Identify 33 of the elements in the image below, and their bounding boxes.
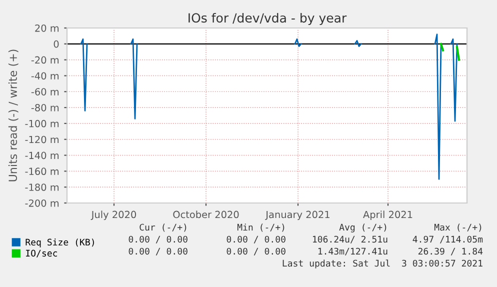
chart-title: IOs for /dev/vda - by year (188, 12, 347, 26)
y-tick-label: -60 m (31, 88, 59, 96)
text: 26.39 / 1.84 (418, 248, 483, 256)
y-tick-label: -180 m (25, 184, 59, 191)
text: 1.43m/127.41u (318, 248, 388, 256)
y-tick-label: -120 m (25, 136, 59, 144)
y-tick-label: -140 m (25, 152, 59, 160)
x-tick-label: January 2021 (265, 210, 330, 220)
text: 0.00 / 0.00 (128, 236, 188, 244)
text: Last update: Sat Jul 3 03:00:57 2021 (282, 260, 482, 268)
text: Avg (-/+) (339, 224, 386, 232)
text: 0.00 / 0.00 (226, 248, 286, 256)
text: Min (-/+) (237, 224, 284, 232)
y-tick-label: 20 m (35, 24, 59, 32)
y-tick-label: -200 m (25, 199, 59, 207)
text: 106.24u/ 2.51u (312, 236, 388, 244)
y-tick-label: -20 m (31, 56, 59, 64)
text: 4.97 /114.05m (412, 236, 483, 244)
text: 0.00 / 0.00 (226, 236, 286, 244)
y-axis-title: Units read (-) / write (+) (8, 50, 18, 182)
legend-label: IO/sec (26, 250, 58, 258)
y-tick-label: -160 m (25, 168, 59, 176)
x-tick-label: April 2021 (363, 210, 412, 220)
text: Max (-/+) (434, 224, 482, 232)
legend-label: Req Size (KB) (26, 238, 94, 248)
y-tick-label: -80 m (31, 104, 59, 112)
y-tick-label: -40 m (31, 72, 59, 80)
text: Cur (-/+) (140, 224, 186, 232)
text: 0.00 / 0.00 (128, 248, 188, 256)
y-tick-label: 0 (54, 40, 59, 48)
x-tick-label: July 2020 (90, 210, 136, 220)
x-tick-label: October 2020 (173, 210, 239, 218)
y-tick-label: -100 m (25, 120, 59, 128)
